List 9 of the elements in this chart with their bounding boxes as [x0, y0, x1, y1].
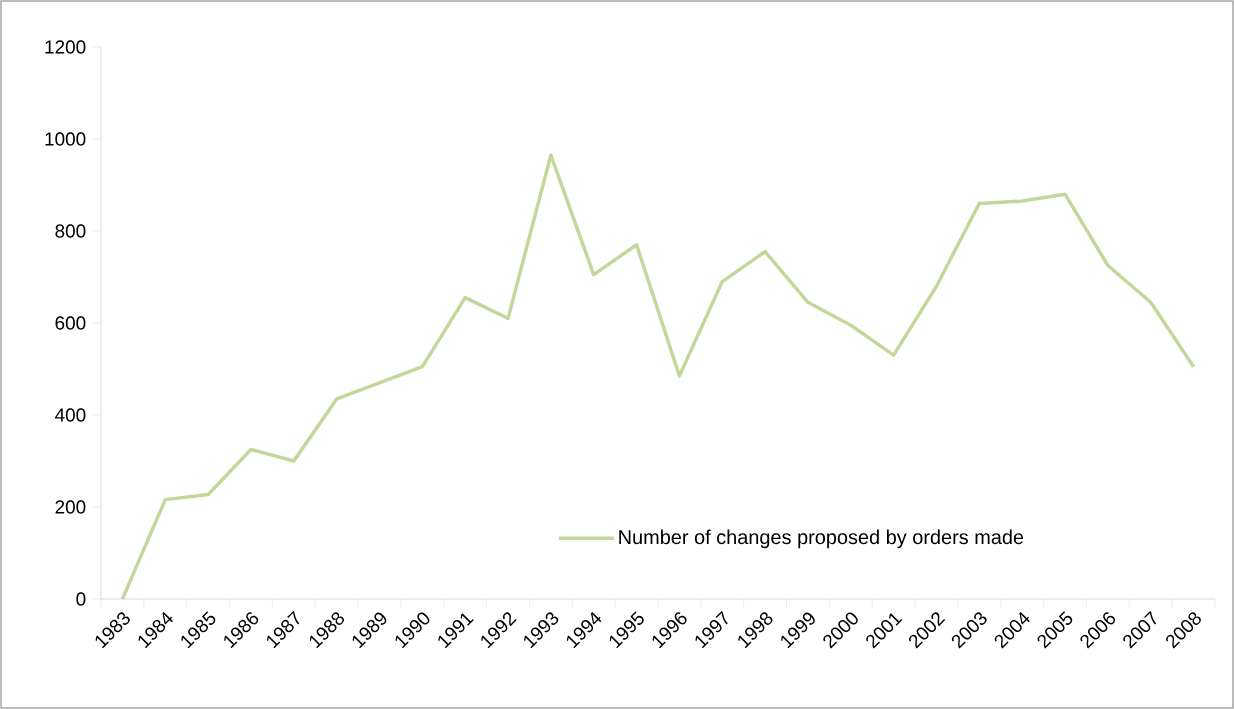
y-tick-label: 400 — [55, 408, 86, 422]
y-tick-label: 0 — [76, 592, 86, 606]
y-tick-label: 1000 — [45, 132, 86, 146]
legend-label: Number of changes proposed by orders made — [619, 529, 1024, 549]
line-series — [120, 153, 1196, 599]
y-tick-label: 600 — [55, 316, 86, 330]
y-tick-label: 800 — [55, 224, 86, 238]
y-tick-label: 200 — [55, 500, 86, 514]
y-tick-label: 1200 — [45, 40, 86, 54]
